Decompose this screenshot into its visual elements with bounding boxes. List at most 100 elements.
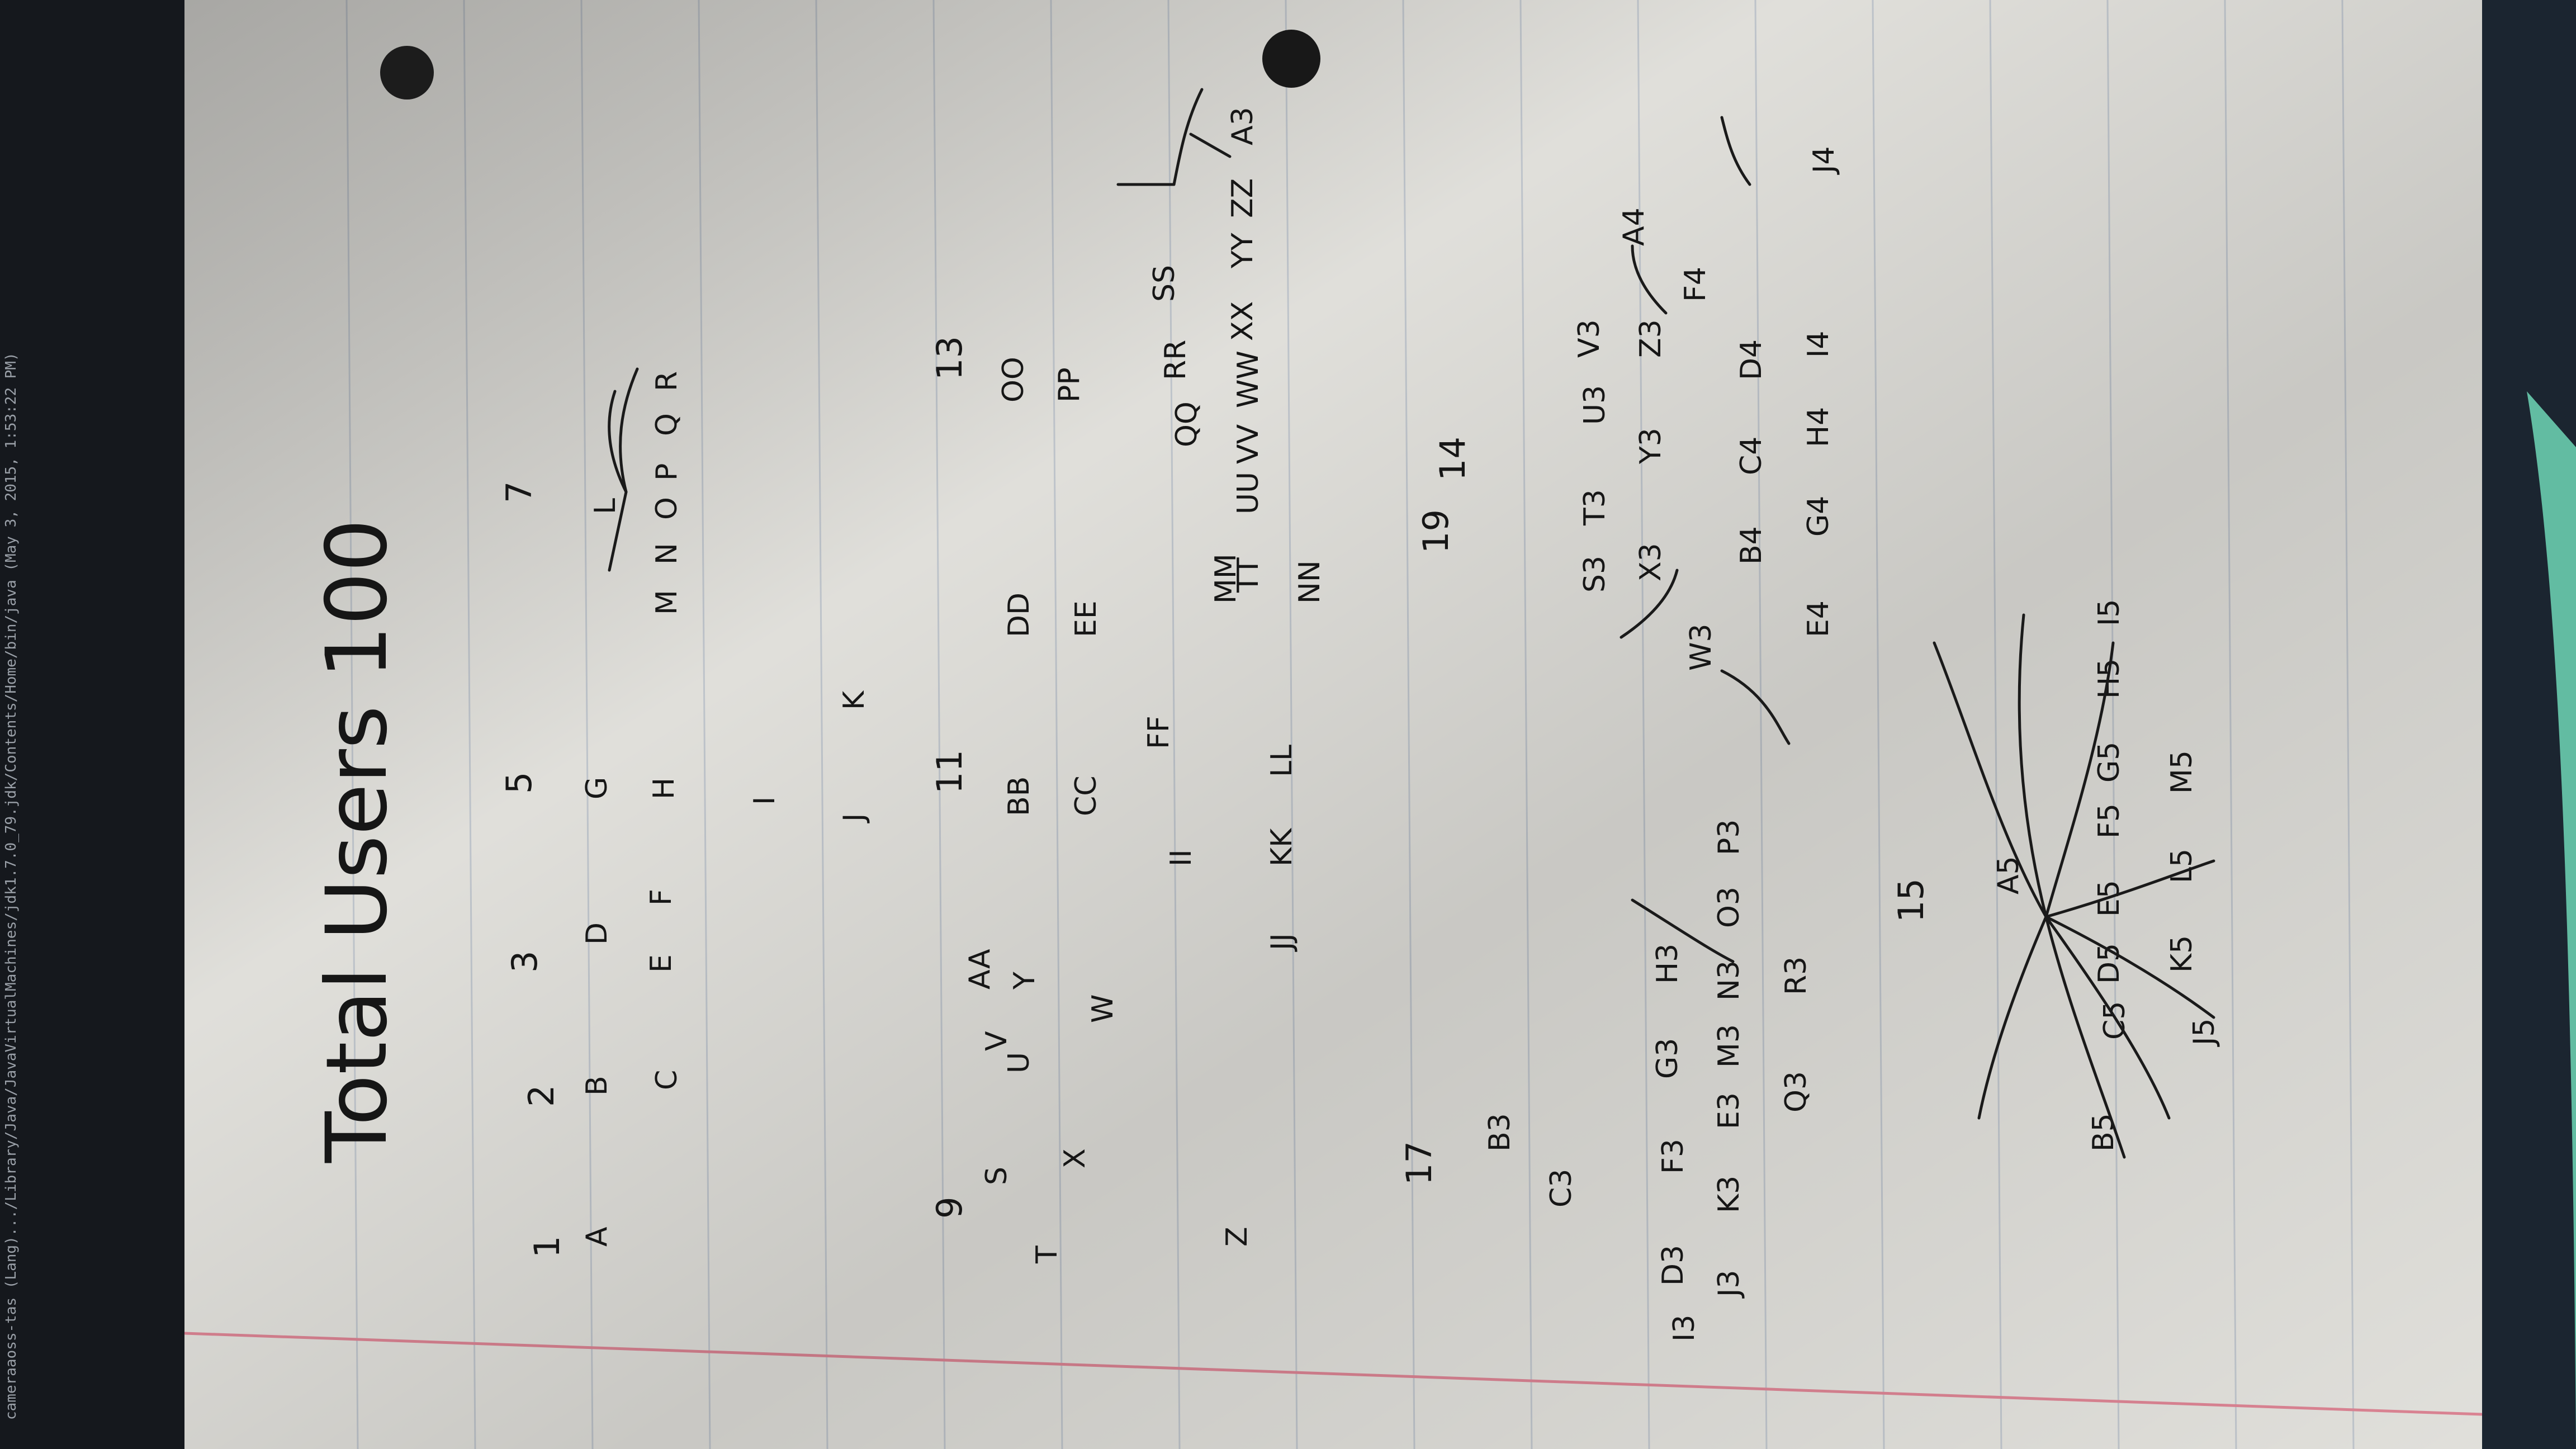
tree-node: B3 <box>1483 1113 1517 1152</box>
group-label: 19 <box>1415 509 1456 553</box>
terminal-title-text: cameraaoss-tas (Lang).../Library/Java/Ja… <box>3 352 20 1420</box>
tree-node: H <box>647 778 681 799</box>
tree-node: SS <box>1148 265 1181 302</box>
tree-node: J4 <box>1807 146 1841 175</box>
tree-node: Y3 <box>1634 428 1668 465</box>
shadow-overlay <box>184 0 2482 1449</box>
group-label: 14 <box>1432 437 1473 481</box>
tree-node: W3 <box>1684 624 1718 671</box>
tree-node: N <box>650 543 684 565</box>
tree-node: C <box>650 1070 684 1090</box>
tree-node: OO <box>997 357 1030 402</box>
tree-node: D3 <box>1656 1245 1690 1286</box>
group-label: 7 <box>499 481 539 503</box>
tree-node: X <box>1058 1148 1092 1168</box>
tree-node: F5 <box>2092 803 2126 839</box>
group-label: 5 <box>499 772 539 794</box>
tree-node: Z <box>1220 1227 1254 1247</box>
tree-node: I4 <box>1802 331 1835 358</box>
tree-node: P <box>650 463 684 481</box>
tree-node: G4 <box>1802 496 1835 537</box>
tree-node: Q <box>650 413 684 436</box>
tree-node: UU <box>1232 472 1265 514</box>
tree-node: G3 <box>1651 1038 1684 1079</box>
tree-node: M3 <box>1712 1024 1746 1068</box>
tree-node: L <box>589 498 622 514</box>
tree-node: CC <box>1069 775 1103 816</box>
tree-node: K <box>837 690 871 710</box>
tree-node: E3 <box>1712 1092 1746 1129</box>
teal-cloth <box>2527 391 2576 1449</box>
tree-node: U3 <box>1578 385 1612 425</box>
tree-node: P3 <box>1712 820 1746 855</box>
tree-nodes: A B C D E F G H I J K L M N OP Q R S T UV W X Y Z AA BB CC DD EE FF II… <box>580 107 2221 1342</box>
group-labels: 1 2 3 5 7 9 11 13 17 19 14 15 <box>499 336 1931 1258</box>
tree-node: H3 <box>1651 944 1684 984</box>
tree-node: E <box>645 954 678 973</box>
tree-node: I5 <box>2092 599 2126 626</box>
tree-node: FF <box>1142 716 1176 749</box>
tree-node: L5 <box>2165 849 2199 883</box>
tree-node: WW <box>1232 351 1265 408</box>
tree-node: K3 <box>1712 1176 1746 1213</box>
group-label: 13 <box>929 336 970 380</box>
tree-node: R <box>650 371 684 391</box>
tree-node: TT <box>1232 557 1265 593</box>
tree-node: YY <box>1226 233 1259 269</box>
group-label: 2 <box>521 1085 562 1107</box>
tree-node: JJ <box>1265 933 1299 952</box>
tree-node: B <box>580 1076 614 1096</box>
tree-node: E4 <box>1802 600 1835 637</box>
tree-node: M5 <box>2165 750 2199 794</box>
tree-node: Y <box>1008 972 1041 990</box>
tree-node: H4 <box>1802 407 1835 447</box>
tree-node: N3 <box>1712 960 1746 1001</box>
tree-node: X3 <box>1634 543 1668 581</box>
tree-node: AA <box>963 949 997 989</box>
group-label: 17 <box>1399 1141 1439 1185</box>
page-title: Total Users 100 <box>309 519 406 1163</box>
tree-node: U <box>1002 1052 1036 1073</box>
group-label: 1 <box>527 1236 567 1258</box>
tree-node: V3 <box>1573 319 1606 358</box>
tree-node: PP <box>1053 367 1086 402</box>
tree-node: G5 <box>2092 742 2126 783</box>
tree-node: I3 <box>1668 1315 1701 1342</box>
tree-node: C3 <box>1545 1169 1578 1208</box>
tree-node: V <box>980 1031 1014 1051</box>
tree-node: ZZ <box>1226 178 1259 218</box>
tree-node: F4 <box>1679 267 1712 302</box>
tree-node: J3 <box>1712 1270 1746 1299</box>
table-surface <box>2471 0 2576 1449</box>
tree-node: VV <box>1232 424 1265 464</box>
tree-node: K5 <box>2165 935 2199 973</box>
tree-node: M <box>650 590 684 615</box>
tree-node: J5 <box>2187 1019 2221 1047</box>
tree-node: F <box>645 889 678 906</box>
tree-node: D4 <box>1735 339 1768 380</box>
tree-node: RR <box>1159 340 1192 380</box>
tree-node: DD <box>1002 593 1036 637</box>
tree-node: LL <box>1265 745 1299 777</box>
tree-node: A <box>580 1227 614 1247</box>
tree-node: J <box>837 813 871 823</box>
tree-node: B4 <box>1735 526 1768 565</box>
tree-node: C4 <box>1735 437 1768 475</box>
tree-node: I <box>748 797 782 805</box>
tree-node: MM <box>1209 553 1243 604</box>
tree-node: W <box>1086 995 1120 1023</box>
tree-node: T3 <box>1578 489 1612 526</box>
tree-node: QQ <box>1170 401 1204 447</box>
tree-node: S <box>980 1167 1014 1185</box>
tree-node: R3 <box>1779 956 1813 995</box>
screen-strip <box>0 0 184 1449</box>
tree-node: G <box>580 777 614 799</box>
tree-node: D <box>580 922 614 945</box>
group-label: 11 <box>929 750 970 794</box>
tree-node: A4 <box>1617 207 1651 246</box>
tree-node: II <box>1164 849 1198 866</box>
tree-node: Z3 <box>1634 319 1668 358</box>
tree-node: NN <box>1293 560 1327 604</box>
tree-node: O <box>650 497 684 520</box>
